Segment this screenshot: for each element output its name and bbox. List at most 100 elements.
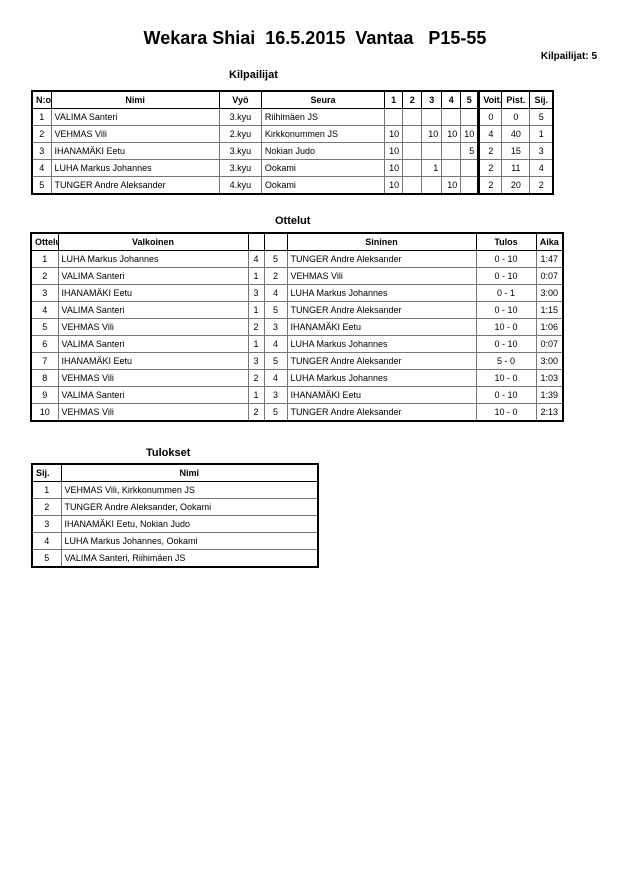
white-number: 2 [247, 403, 265, 422]
competitor-club: Ookami [260, 159, 386, 177]
blue-competitor: LUHA Markus Johannes [286, 284, 477, 302]
competitor-club: Ookami [260, 176, 386, 195]
white-competitor: IHANAMÄKI Eetu [57, 284, 249, 302]
result-row: 1 VEHMAS Vili, Kirkkonummen JS [31, 481, 319, 499]
white-competitor: VEHMAS Vili [57, 403, 249, 422]
score-vs-1 [384, 108, 404, 126]
competitor-name: IHANAMÄKI Eetu [50, 142, 220, 160]
blue-number: 5 [263, 352, 288, 370]
match-row: 3 IHANAMÄKI Eetu 3 4 LUHA Markus Johannes 0 -… [30, 284, 564, 302]
result-name: VALIMA Santeri, Riihimäen JS [60, 549, 319, 568]
score-vs-3 [421, 176, 443, 195]
competitor-belt: 4.kyu [218, 176, 262, 195]
competitor-wins: 2 [477, 176, 503, 195]
match-number: 8 [30, 369, 59, 387]
match-number: 10 [30, 403, 59, 422]
competitor-row: 2 VEHMAS Vili 2.kyu Kirkkonummen JS 10 10 10 10… [31, 125, 554, 143]
blue-competitor: IHANAMÄKI Eetu [286, 318, 477, 336]
competitor-count: Kilpailijat: 5 [541, 51, 597, 62]
score-vs-1: 10 [384, 159, 404, 177]
column-header-result: Tulos [475, 232, 537, 251]
matches-table: OtteluValkoinenSininenTulosAika1LUHA Mar… [30, 232, 564, 422]
blue-competitor: TUNGER Andre Aleksander [286, 301, 477, 319]
score-vs-4 [441, 159, 462, 177]
competitor-row: 4 LUHA Markus Johannes 3.kyu Ookami 10 1 2 11 4 [31, 159, 554, 177]
competitor-belt: 3.kyu [218, 142, 262, 160]
match-row: 8 VEHMAS Vili 2 4 LUHA Markus Johannes 10 - 0… [30, 369, 564, 387]
match-number: 2 [30, 267, 59, 285]
match-result: 0 - 10 [475, 386, 537, 404]
column-header-place: Sij. [529, 90, 554, 109]
white-number: 1 [247, 386, 265, 404]
white-number: 4 [247, 250, 265, 268]
column-header-white-number [247, 232, 265, 251]
column-header-belt: Vyö [218, 90, 262, 109]
column-header-2: 2 [402, 90, 423, 109]
match-result: 0 - 10 [475, 267, 537, 285]
blue-number: 5 [263, 250, 288, 268]
blue-competitor: VEHMAS Vili [286, 267, 477, 285]
blue-competitor: TUNGER Andre Aleksander [286, 352, 477, 370]
competitor-number: 5 [31, 176, 52, 195]
result-place: 3 [31, 515, 62, 533]
competitor-number: 2 [31, 125, 52, 143]
match-row: 10 VEHMAS Vili 2 5 TUNGER Andre Aleksander 10… [30, 403, 564, 422]
competitor-belt: 3.kyu [218, 108, 262, 126]
match-time: 3:00 [535, 352, 564, 370]
match-row: 5 VEHMAS Vili 2 3 IHANAMÄKI Eetu 10 - 0 1:06 [30, 318, 564, 336]
blue-number: 5 [263, 301, 288, 319]
competitor-name: LUHA Markus Johannes [50, 159, 220, 177]
result-row: 2 TUNGER Andre Aleksander, Ookami [31, 498, 319, 516]
result-place: 4 [31, 532, 62, 550]
result-row: 3 IHANAMÄKI Eetu, Nokian Judo [31, 515, 319, 533]
match-time: 1:03 [535, 369, 564, 387]
competitor-wins: 2 [477, 142, 503, 160]
competitors-table: N:o Nimi Vyö Seura 1 2 3 4 5 Voit. Pist. Sij. 1 VALIM… [31, 90, 554, 195]
match-number: 6 [30, 335, 59, 353]
column-header-club: Seura [260, 90, 386, 109]
column-header-name: Nimi [60, 463, 319, 482]
match-result: 0 - 10 [475, 335, 537, 353]
blue-number: 4 [263, 335, 288, 353]
white-competitor: LUHA Markus Johannes [57, 250, 249, 268]
white-number: 2 [247, 318, 265, 336]
page-title: Wekara Shiai 16.5.2015 Vantaa P15-55 [143, 28, 487, 48]
competitor-club: Kirkkonummen JS [260, 125, 386, 143]
column-header-time: Aika [535, 232, 564, 251]
results-table: Sij. Nimi 1 VEHMAS Vili, Kirkkonummen JS 2 TU… [31, 463, 319, 568]
blue-number: 5 [263, 403, 288, 422]
white-number: 1 [247, 267, 265, 285]
white-number: 1 [247, 301, 265, 319]
column-header-1: 1 [384, 90, 404, 109]
white-competitor: VALIMA Santeri [57, 301, 249, 319]
match-result: 10 - 0 [475, 318, 537, 336]
match-result: 0 - 1 [475, 284, 537, 302]
competitor-count-label: Kilpailijat: [540, 51, 589, 62]
column-header-place: Sij. [31, 463, 62, 482]
match-result: 0 - 10 [475, 250, 537, 268]
blue-competitor: TUNGER Andre Aleksander [286, 403, 477, 422]
match-result: 10 - 0 [475, 403, 537, 422]
match-row: 1 LUHA Markus Johannes 4 5 TUNGER Andre Alek… [30, 250, 564, 268]
match-time: 0:07 [535, 267, 564, 285]
score-vs-4: 10 [441, 176, 462, 195]
match-time: 1:06 [535, 318, 564, 336]
competitor-number: 4 [31, 159, 52, 177]
blue-competitor: IHANAMÄKI Eetu [286, 386, 477, 404]
column-header-blue-number [263, 232, 288, 251]
score-vs-2 [402, 108, 423, 126]
result-place: 5 [31, 549, 62, 568]
white-competitor: VEHMAS Vili [57, 318, 249, 336]
column-header-no: N:o [31, 90, 52, 109]
score-vs-1: 10 [384, 125, 404, 143]
match-time: 1:15 [535, 301, 564, 319]
column-header-blue: Sininen [286, 232, 477, 251]
result-row: 5 VALIMA Santeri, Riihimäen JS [31, 549, 319, 568]
blue-number: 2 [263, 267, 288, 285]
match-row: 4 VALIMA Santeri 1 5 TUNGER Andre Aleksander… [30, 301, 564, 319]
match-number: 5 [30, 318, 59, 336]
result-row: 4 LUHA Markus Johannes, Ookami [31, 532, 319, 550]
column-header-4: 4 [441, 90, 462, 109]
match-number: 7 [30, 352, 59, 370]
